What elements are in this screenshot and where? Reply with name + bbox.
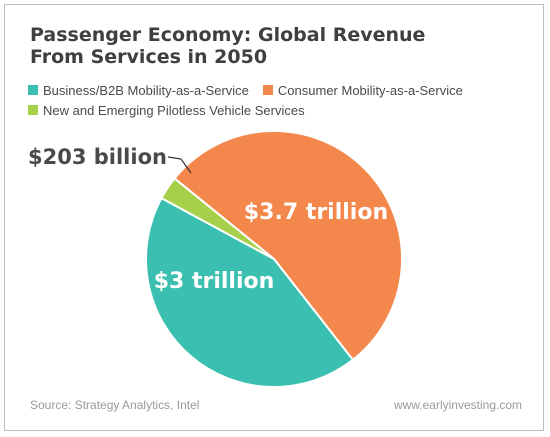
pie-slices xyxy=(144,130,403,388)
legend-label-pilotless: New and Emerging Pilotless Vehicle Servi… xyxy=(43,102,305,118)
label-pilotless-value: $203 billion xyxy=(28,145,167,169)
legend-label-business: Business/B2B Mobility-as-a-Service xyxy=(43,82,249,98)
small-slice-leader-line-2 xyxy=(180,158,192,174)
title-line-1: Passenger Economy: Global Revenue xyxy=(30,24,426,46)
legend-row-2: New and Emerging Pilotless Vehicle Servi… xyxy=(28,100,538,120)
legend-swatch-consumer xyxy=(262,85,273,95)
legend: Business/B2B Mobility-as-a-Service Consu… xyxy=(28,80,538,120)
label-consumer-value: $3.7 trillion xyxy=(244,200,388,225)
label-business-value: $3 trillion xyxy=(154,269,275,294)
legend-item-business: Business/B2B Mobility-as-a-Service xyxy=(28,83,249,98)
legend-row-1: Business/B2B Mobility-as-a-Service Consu… xyxy=(28,80,538,100)
legend-swatch-business xyxy=(28,85,38,95)
legend-item-consumer: Consumer Mobility-as-a-Service xyxy=(262,82,463,98)
pie-slice-pilotless xyxy=(160,177,275,260)
pie-slice-consumer xyxy=(173,130,403,362)
legend-swatch-pilotless xyxy=(28,105,38,115)
small-slice-leader-line xyxy=(167,156,182,160)
title-line-2: From Services in 2050 xyxy=(30,46,268,68)
chart-title: Passenger Economy: Global Revenue From S… xyxy=(30,24,510,68)
legend-label-consumer: Consumer Mobility-as-a-Service xyxy=(277,82,463,98)
source-note: Source: Strategy Analytics, Intel xyxy=(30,398,200,412)
website-link[interactable]: www.earlyinvesting.com xyxy=(393,398,522,412)
legend-item-pilotless: New and Emerging Pilotless Vehicle Servi… xyxy=(28,103,305,118)
pie-slice-business xyxy=(144,196,355,388)
